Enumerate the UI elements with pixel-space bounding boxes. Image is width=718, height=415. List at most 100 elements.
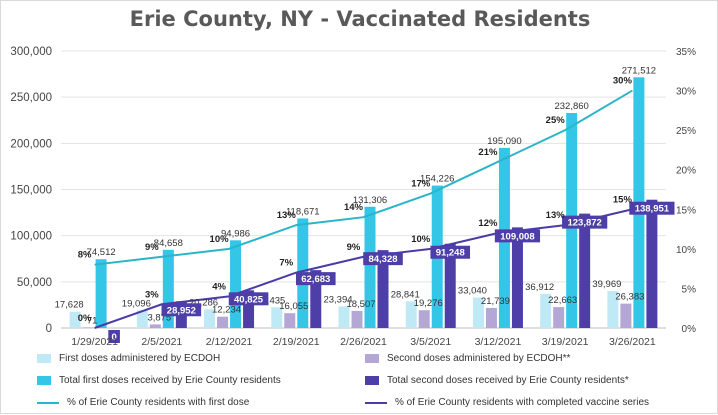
- bar-2: [418, 310, 430, 328]
- bar-2: [217, 316, 229, 328]
- bar-2: [620, 303, 632, 328]
- data-label-bg: [562, 215, 608, 229]
- data-label-bg: [629, 201, 675, 215]
- data-label-bar: 28,952: [167, 305, 196, 316]
- legend-label: Second doses administered by ECDOH**: [387, 353, 571, 364]
- y-right-tick-label: 15%: [676, 205, 696, 216]
- bar-2: [82, 327, 94, 328]
- legend-swatch: [37, 354, 51, 363]
- data-label-bg: [430, 245, 471, 259]
- data-label-bar: 118,671: [286, 206, 320, 217]
- data-label-bar: 18,507: [346, 299, 375, 310]
- y-right-tick-label: 20%: [676, 166, 696, 177]
- x-tick-label: 2/5/2021: [141, 336, 182, 348]
- x-tick-label: 2/19/2021: [273, 336, 320, 348]
- data-label-bg: [295, 272, 336, 286]
- data-label-bar: 232,860: [554, 101, 588, 112]
- bar-1: [405, 301, 417, 328]
- bar-1: [136, 310, 148, 328]
- data-label-line: 7%: [279, 258, 293, 269]
- legend-item-first-doses-ecdoh: First doses administered by ECDOH: [37, 353, 220, 364]
- bar-3: [95, 259, 107, 328]
- bar-4: [310, 270, 322, 328]
- data-label-line: 8%: [78, 250, 92, 261]
- legend-label: Total second doses received by Erie Coun…: [387, 375, 629, 386]
- x-tick-label: 2/12/2021: [206, 336, 253, 348]
- data-label-line: 10%: [210, 234, 230, 245]
- data-label-bg: [161, 303, 202, 317]
- data-label-bar: 195,090: [487, 136, 521, 147]
- data-label-bg: [228, 292, 269, 306]
- data-label-bar: 12,234: [212, 305, 241, 316]
- data-label-line: 21%: [478, 147, 498, 158]
- data-label-bar: 71: [87, 315, 98, 326]
- data-label-bar: 36,912: [525, 282, 554, 293]
- data-label-bar: 40,825: [234, 294, 264, 305]
- x-tick-label: 3/5/2021: [410, 336, 451, 348]
- data-label-bar: 84,658: [154, 238, 183, 249]
- data-label-bar: 74,512: [87, 247, 116, 258]
- data-label-line: 10%: [411, 234, 431, 245]
- data-label-line: 3%: [145, 289, 159, 300]
- bar-2: [553, 307, 565, 328]
- y-left-tick-label: 0: [46, 323, 52, 335]
- data-label-bar: 16,055: [279, 301, 308, 312]
- y-left-tick-label: 100,000: [10, 231, 52, 243]
- bar-2: [351, 310, 363, 328]
- data-label-line: 12%: [478, 218, 498, 229]
- bar-1: [607, 291, 619, 328]
- data-label-bar: 154,226: [420, 174, 454, 185]
- legend-swatch: [365, 376, 379, 385]
- y-right-tick-label: 25%: [676, 126, 696, 137]
- data-label-line: 9%: [145, 242, 159, 253]
- data-label-line: 9%: [347, 242, 361, 253]
- data-label-line: 0%: [78, 313, 92, 324]
- data-label-line: 14%: [344, 202, 364, 213]
- legend-item-second-doses-ecdoh: Second doses administered by ECDOH**: [365, 353, 570, 364]
- data-label-line: 13%: [277, 210, 297, 221]
- x-tick-label: 3/12/2021: [475, 336, 522, 348]
- bar-4: [579, 213, 591, 328]
- data-label-line: 13%: [546, 210, 566, 221]
- data-label-bar: 26,383: [615, 292, 644, 303]
- data-label-line: 25%: [546, 115, 566, 126]
- x-tick-label: 2/26/2021: [340, 336, 387, 348]
- data-label-bar: 33,040: [458, 285, 487, 296]
- data-label-bar: 19,096: [122, 298, 151, 309]
- data-label-bar: 91,248: [436, 248, 465, 259]
- data-label-bar: 138,951: [635, 204, 670, 215]
- y-left-tick-label: 50,000: [17, 277, 52, 289]
- data-label-bar: 131,306: [353, 195, 387, 206]
- bar-1: [271, 307, 283, 328]
- series-line-1: [94, 89, 633, 266]
- data-label-line: 15%: [613, 194, 633, 205]
- data-label-bar: 22,663: [548, 295, 577, 306]
- data-label-bg: [108, 330, 120, 343]
- data-label-bar: 39,969: [592, 279, 621, 290]
- bar-2: [284, 313, 296, 328]
- y-right-tick-label: 10%: [676, 245, 696, 256]
- bar-1: [69, 311, 81, 328]
- bar-1: [540, 293, 552, 328]
- legend-swatch: [365, 354, 379, 363]
- data-label-bar: 28,841: [391, 289, 420, 300]
- legend-item-pct-first-dose: % of Erie County residents with first do…: [37, 397, 249, 408]
- bar-4: [377, 250, 389, 328]
- data-label-bar: 19,276: [414, 298, 443, 309]
- data-label-bar: 20,286: [189, 297, 218, 308]
- x-tick-label: 3/26/2021: [609, 336, 656, 348]
- y-right-tick-label: 35%: [676, 47, 696, 58]
- data-label-bg: [363, 252, 403, 266]
- bar-3: [230, 240, 242, 328]
- data-label-bar: 62,683: [301, 274, 330, 285]
- bar-4: [511, 227, 523, 328]
- legend-swatch: [37, 401, 59, 404]
- data-label-bar: 271,512: [622, 65, 656, 76]
- x-tick-label: 1/29/2021: [71, 336, 118, 348]
- data-label-bar: 0: [111, 332, 116, 343]
- y-left-tick-label: 200,000: [10, 138, 52, 150]
- bar-1: [204, 309, 216, 328]
- legend-item-total-first-doses: Total first doses received by Erie Count…: [37, 375, 281, 386]
